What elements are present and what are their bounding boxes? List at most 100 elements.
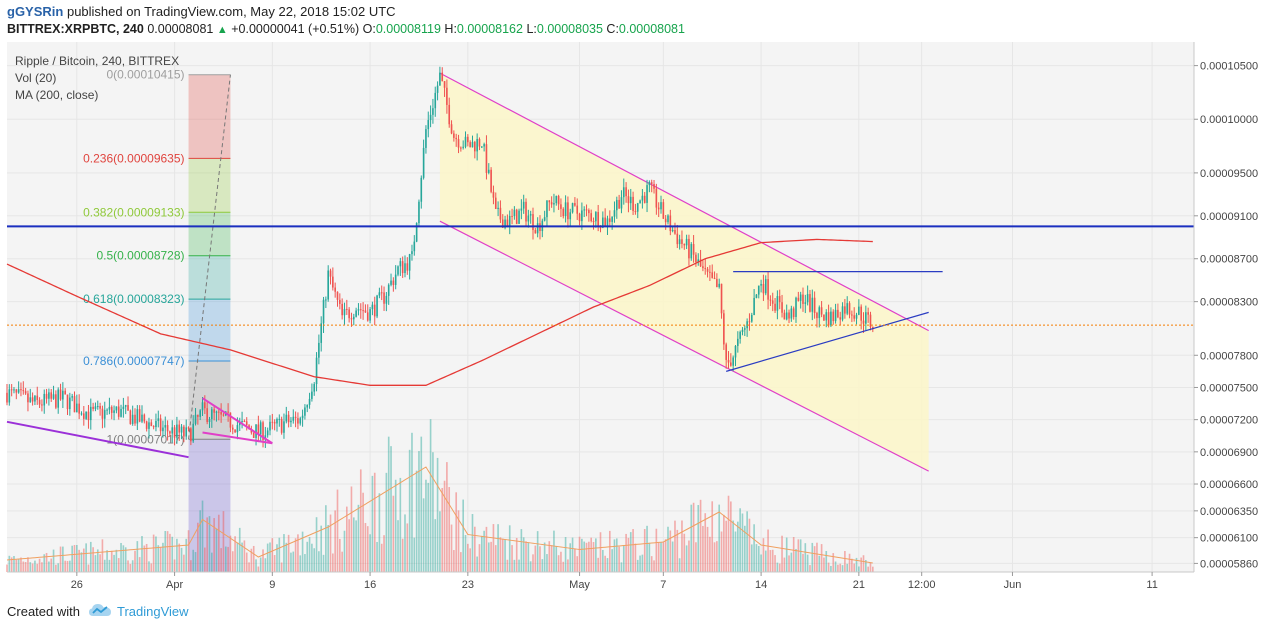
volume-bar (103, 559, 106, 572)
candle-body (376, 295, 378, 317)
volume-bar (257, 566, 260, 572)
time-tick-label: 16 (364, 579, 376, 591)
time-axis[interactable]: 26 Apr 9 16 23 May 7 14 21 12:00 Jun 11 (7, 571, 1194, 591)
volume-bar (776, 562, 779, 572)
volume-bar (322, 554, 325, 572)
volume-bar (292, 551, 295, 572)
volume-bar (150, 563, 153, 572)
volume-bar (213, 518, 215, 572)
volume-bar (688, 540, 690, 572)
candle-body (743, 328, 746, 330)
volume-bar (713, 542, 716, 572)
candle-body (764, 279, 767, 294)
triangle-bottom-line (726, 311, 929, 372)
volume-bar (345, 506, 348, 572)
candle-body (725, 344, 727, 360)
fib-zone (188, 255, 231, 300)
candle-body (211, 409, 213, 420)
volume-bar (625, 533, 627, 572)
candle-body (848, 303, 851, 315)
volume-bar (211, 552, 213, 572)
volume-bar (78, 549, 80, 572)
candle-body (6, 392, 8, 403)
price-tick-label: 0.00006600 (1200, 479, 1258, 491)
volume-bar (494, 545, 497, 572)
volume-bar (711, 501, 714, 572)
volume-bar (571, 537, 574, 572)
candle-body (271, 421, 274, 423)
candle-body (792, 308, 795, 317)
volume-bar (767, 529, 769, 572)
candle-body (436, 85, 439, 93)
candle-body (499, 207, 502, 220)
volume-bar (830, 565, 832, 572)
grid (7, 42, 1194, 572)
volume-bar (599, 532, 602, 572)
volume-bar (532, 554, 534, 572)
volume-bar (178, 543, 181, 572)
volume-bar (476, 556, 478, 572)
candle-body (304, 407, 306, 416)
volume-bar (6, 564, 8, 572)
candle-body (217, 411, 220, 413)
candle-body (262, 422, 264, 441)
candle-body (834, 309, 837, 322)
candle-body (641, 195, 644, 201)
volume-bar (518, 559, 520, 572)
candle-body (453, 133, 455, 138)
tradingview-link[interactable]: TradingView (117, 604, 189, 619)
volume-bar (8, 555, 11, 572)
volume-bar (352, 517, 355, 572)
volume-bar (427, 482, 430, 572)
volume-bar (723, 514, 725, 572)
volume-bar (720, 531, 723, 572)
candle-body (429, 114, 432, 121)
candle-body (771, 300, 774, 304)
candle-body (474, 141, 476, 152)
author-name[interactable]: gGYSRin (7, 4, 64, 19)
candle-body (739, 331, 741, 339)
candle-body (411, 251, 413, 255)
volume-bar (508, 525, 511, 572)
volume-bar (127, 560, 129, 572)
candle-body (20, 389, 22, 391)
candle-body (392, 280, 395, 285)
candle-body (406, 263, 409, 271)
candle-body (108, 406, 111, 410)
channel-lower-line (439, 220, 929, 472)
plot-background[interactable] (7, 42, 1194, 572)
fib-level-label: 0(0.00010415) (106, 68, 184, 82)
candle-body (718, 283, 721, 288)
volume-bar (343, 530, 346, 572)
volume-bar (259, 557, 262, 572)
candle-body (78, 403, 80, 414)
volume-bar (425, 479, 427, 572)
volume-bar (555, 546, 558, 572)
candle-body (795, 297, 797, 317)
volume-bar (525, 541, 527, 572)
volume-bar (730, 501, 732, 572)
channel-fill (439, 73, 929, 472)
volume-bar (357, 504, 360, 572)
candle-body (709, 271, 711, 273)
candle-body (48, 392, 50, 399)
price-tick-label: 0.00008700 (1200, 254, 1258, 266)
volume-bar (204, 547, 206, 572)
volume-bar (192, 549, 195, 572)
candle-body (241, 421, 243, 423)
price-chart[interactable]: 0(0.00010415) 0.236(0.00009635) 0.382(0.00… (0, 42, 1270, 593)
candle-body (650, 182, 653, 184)
volume-bar (487, 542, 490, 572)
trend-lines[interactable] (6, 270, 943, 459)
fibonacci-retracement[interactable]: 0(0.00010415) 0.236(0.00009635) 0.382(0.00… (83, 68, 231, 572)
candle-body (450, 124, 453, 134)
volume-bar (13, 556, 15, 572)
candle-body (115, 406, 118, 411)
volume-bar (320, 525, 323, 572)
candle-body (110, 406, 113, 413)
volume-bar (399, 477, 402, 572)
candle-body (816, 312, 818, 319)
price-axis[interactable]: 0.00010500 0.00010000 0.00009500 0.00009100… (1193, 42, 1270, 572)
descending-channel[interactable] (439, 72, 929, 472)
candle-body (518, 210, 520, 224)
